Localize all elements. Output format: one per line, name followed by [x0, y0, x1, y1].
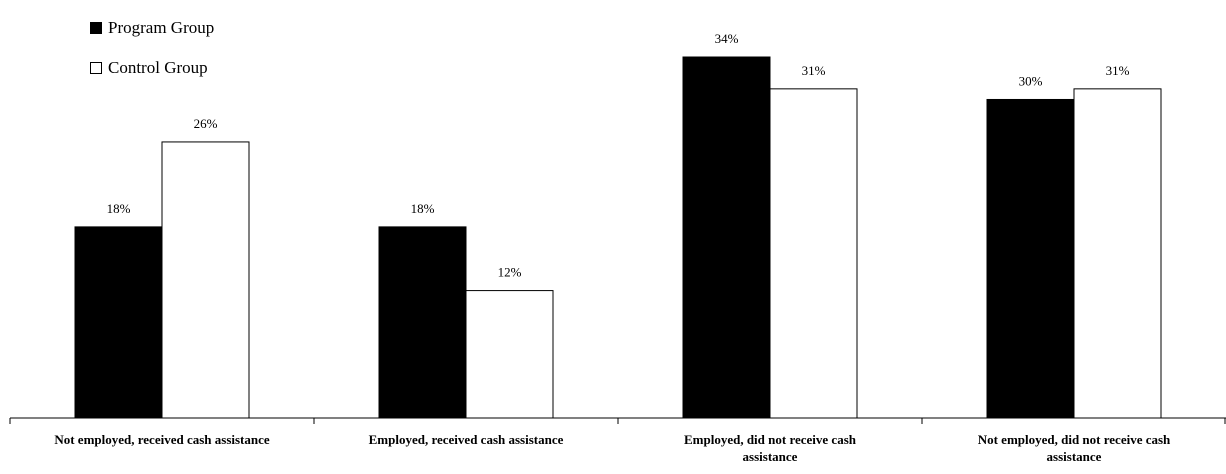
legend-item-control: Control Group: [90, 48, 214, 88]
data-label: 26%: [194, 116, 218, 131]
data-label: 30%: [1019, 73, 1043, 88]
bar-control-group: [161, 141, 250, 419]
legend-label-program: Program Group: [108, 18, 215, 37]
category-label: assistance: [743, 449, 798, 464]
bar-program-group: [682, 56, 771, 419]
bar-control-group: [769, 88, 858, 419]
category-label: assistance: [1047, 449, 1102, 464]
category-label: Not employed, did not receive cash: [978, 432, 1171, 447]
category-label: Employed, received cash assistance: [369, 432, 564, 447]
bar-program-group: [74, 226, 163, 419]
bar-control-group: [465, 290, 554, 419]
data-label: 18%: [107, 201, 131, 216]
legend: Program Group Control Group: [90, 8, 214, 88]
category-label: Employed, did not receive cash: [684, 432, 857, 447]
bar-program-group: [378, 226, 467, 419]
legend-swatch-control: [90, 62, 102, 74]
bar-program-group: [986, 98, 1075, 419]
legend-item-program: Program Group: [90, 8, 214, 48]
data-label: 34%: [715, 31, 739, 46]
bar-control-group: [1073, 88, 1162, 419]
category-label: Not employed, received cash assistance: [54, 432, 270, 447]
data-label: 18%: [411, 201, 435, 216]
legend-swatch-program: [90, 22, 102, 34]
data-label: 12%: [498, 265, 522, 280]
legend-label-control: Control Group: [108, 58, 208, 77]
data-label: 31%: [1106, 63, 1130, 78]
data-label: 31%: [802, 63, 826, 78]
